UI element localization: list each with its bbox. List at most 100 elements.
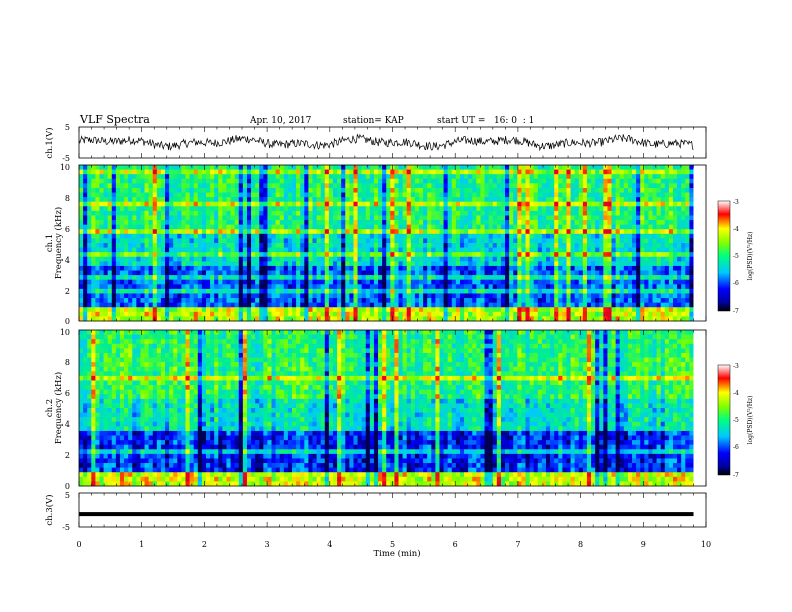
- spectrogram-cell: [505, 192, 510, 198]
- spectrogram-cell: [373, 238, 379, 244]
- spectrogram-cell: [664, 187, 670, 193]
- spectrogram-cell: [414, 178, 420, 184]
- spectrogram-cell: [185, 288, 190, 294]
- spectrogram-cell: [472, 229, 477, 235]
- spectrogram-cell: [435, 243, 440, 248]
- spectrogram-cell: [681, 252, 686, 258]
- spectrogram-cell: [177, 256, 182, 262]
- spectrogram-cell: [132, 243, 137, 248]
- spectrogram-cell: [660, 265, 666, 271]
- spectrogram-cell: [414, 256, 420, 262]
- spectrogram-cell: [181, 298, 186, 303]
- spectrogram-cell: [414, 220, 420, 225]
- spectrogram-cell: [468, 169, 473, 175]
- spectrogram-cell: [357, 187, 362, 193]
- spectrogram-cell: [570, 210, 575, 216]
- spectrogram-cell: [124, 270, 129, 276]
- spectrogram-cell: [562, 261, 567, 267]
- spectrogram-cell: [271, 279, 276, 285]
- spectrogram-cell: [464, 279, 469, 285]
- spectrogram-cell: [386, 311, 391, 317]
- spectrogram-cell: [197, 288, 203, 294]
- spectrogram-cell: [238, 238, 244, 244]
- spectrogram-cell: [378, 270, 383, 276]
- spectrogram-cell: [439, 265, 444, 271]
- spectrogram-cell: [496, 197, 502, 203]
- spectrogram-cell: [353, 201, 358, 207]
- spectrogram-cell: [537, 270, 543, 276]
- spectrogram-cell: [529, 261, 534, 267]
- spectrogram-cell: [230, 220, 235, 225]
- spectrogram-cell: [251, 261, 256, 267]
- spectrogram-cell: [521, 229, 526, 235]
- spectrogram-cell: [410, 256, 416, 262]
- spectrogram-cell: [201, 215, 207, 221]
- spectrogram-cell: [550, 229, 555, 235]
- spectrogram-cell: [599, 284, 604, 290]
- spectrogram-cell: [111, 233, 117, 239]
- spectrogram-cell: [459, 261, 465, 267]
- spectrogram-cell: [324, 215, 330, 221]
- spectrogram-cell: [648, 302, 653, 308]
- spectrogram-cell: [607, 243, 612, 248]
- spectrogram-cell: [115, 311, 121, 317]
- spectrogram-cell: [468, 256, 473, 262]
- spectrogram-cell: [521, 238, 526, 244]
- spectrogram-cell: [111, 183, 117, 189]
- spectrogram-cell: [660, 210, 666, 216]
- spectrogram-cell: [410, 261, 416, 267]
- spectrogram-cell: [279, 233, 285, 239]
- spectrogram-cell: [517, 238, 522, 244]
- spectrogram-cell: [406, 256, 412, 262]
- spectrogram-cell: [337, 307, 342, 313]
- spectrogram-cell: [480, 169, 485, 175]
- spectrogram-cell: [283, 279, 289, 285]
- spectrogram-cell: [205, 192, 211, 198]
- spectrogram-cell: [394, 178, 399, 184]
- spectrogram-cell: [414, 252, 420, 258]
- spectrogram-cell: [197, 220, 203, 225]
- spectrogram-cell: [275, 220, 281, 225]
- spectrogram-cell: [636, 197, 641, 203]
- spectrogram-cell: [251, 302, 256, 308]
- spectrogram-cell: [545, 256, 551, 262]
- spectrogram-cell: [668, 256, 674, 262]
- spectrogram-cell: [316, 197, 321, 203]
- spectrogram-cell: [545, 243, 551, 248]
- spectrogram-cell: [648, 206, 653, 212]
- spectrogram-cell: [87, 270, 92, 276]
- spectrogram-cell: [394, 206, 399, 212]
- spectrogram-cell: [615, 192, 621, 198]
- spectrogram-cell: [537, 220, 543, 225]
- spectrogram-cell: [259, 279, 264, 285]
- spectrogram-cell: [496, 233, 502, 239]
- spectrogram-cell: [464, 233, 469, 239]
- spectrogram-cell: [550, 201, 555, 207]
- spectrogram-cell: [210, 206, 215, 212]
- spectrogram-cell: [652, 220, 657, 225]
- spectrogram-cell: [103, 265, 108, 271]
- spectrogram-cell: [644, 307, 649, 313]
- spectrogram-cell: [574, 261, 580, 267]
- spectrogram-cell: [439, 174, 444, 180]
- spectrogram-cell: [189, 284, 194, 290]
- spectrogram-cell: [537, 210, 543, 216]
- spectrogram-cell: [500, 252, 506, 258]
- spectrogram-cell: [144, 311, 149, 317]
- spectrogram-cell: [484, 288, 489, 294]
- spectrogram-cell: [664, 293, 670, 299]
- spectrogram-cell: [193, 238, 199, 244]
- spectrogram-cell: [238, 261, 244, 267]
- spectrogram-cell: [406, 293, 412, 299]
- spectrogram-cell: [193, 247, 199, 253]
- spectrogram-cell: [582, 243, 588, 248]
- spectrogram-cell: [406, 224, 412, 230]
- spectrogram-cell: [439, 252, 444, 258]
- spectrogram-cell: [509, 229, 514, 235]
- spectrogram-cell: [292, 279, 297, 285]
- spectrogram-cell: [234, 210, 240, 216]
- spectrogram-cell: [193, 284, 199, 290]
- spectrogram-cell: [165, 206, 170, 212]
- spectrogram-cell: [324, 178, 330, 184]
- spectrogram-cell: [345, 279, 350, 285]
